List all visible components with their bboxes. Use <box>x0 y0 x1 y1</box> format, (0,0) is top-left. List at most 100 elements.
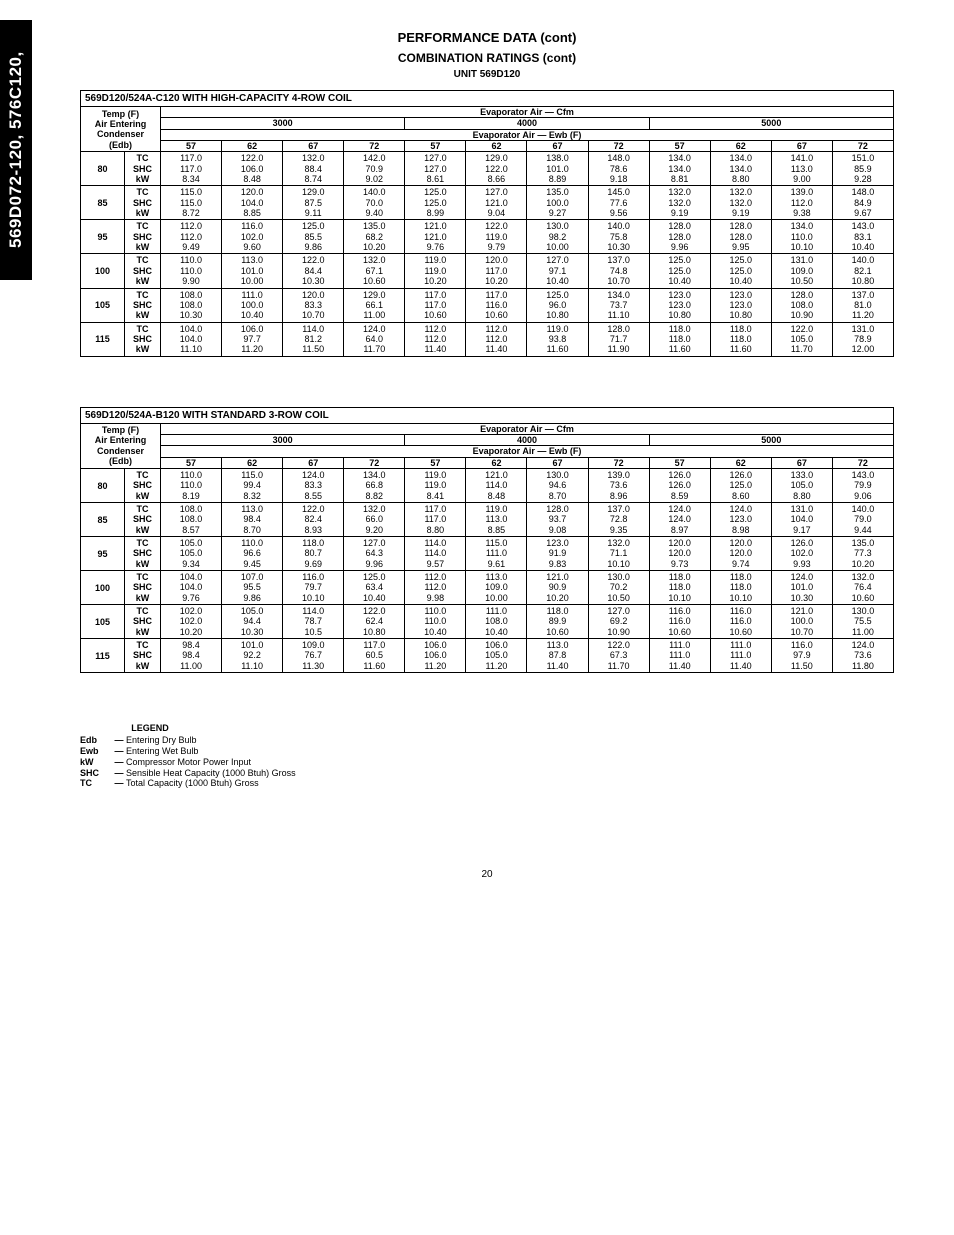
data-cell: 128.0 <box>710 232 771 242</box>
data-cell: 85.5 <box>283 232 344 242</box>
data-cell: 9.98 <box>405 593 466 605</box>
temp-cell: 105 <box>81 288 125 322</box>
data-cell: 11.40 <box>405 344 466 356</box>
data-cell: 8.48 <box>466 491 527 503</box>
data-cell: 124.0 <box>283 468 344 480</box>
hdr-ewb-val: 57 <box>161 457 222 468</box>
data-cell: 10.40 <box>222 310 283 322</box>
data-row: SHC108.0100.083.366.1117.0116.096.073.71… <box>81 300 894 310</box>
data-cell: 140.0 <box>832 254 893 266</box>
data-cell: 8.61 <box>405 174 466 186</box>
data-cell: 11.00 <box>161 661 222 673</box>
data-cell: 9.95 <box>710 242 771 254</box>
data-cell: 120.0 <box>283 288 344 300</box>
data-cell: 8.48 <box>222 174 283 186</box>
data-cell: 11.30 <box>283 661 344 673</box>
data-cell: 11.10 <box>161 344 222 356</box>
data-cell: 10.10 <box>771 242 832 254</box>
metric-cell: SHC <box>125 548 161 558</box>
data-cell: 9.02 <box>344 174 405 186</box>
data-row: kW11.0011.1011.3011.6011.2011.2011.4011.… <box>81 661 894 673</box>
data-cell: 9.86 <box>283 242 344 254</box>
data-cell: 117.0 <box>344 639 405 651</box>
data-cell: 8.85 <box>466 525 527 537</box>
data-cell: 8.34 <box>161 174 222 186</box>
data-cell: 102.0 <box>771 548 832 558</box>
data-cell: 8.81 <box>649 174 710 186</box>
data-cell: 11.90 <box>588 344 649 356</box>
temp-cell: 100 <box>81 571 125 605</box>
data-cell: 94.6 <box>527 480 588 490</box>
data-cell: 69.2 <box>588 616 649 626</box>
data-cell: 123.0 <box>649 300 710 310</box>
metric-cell: kW <box>125 344 161 356</box>
data-cell: 102.0 <box>161 616 222 626</box>
data-cell: 10.70 <box>588 276 649 288</box>
data-row: SHC104.095.579.763.4112.0109.090.970.211… <box>81 582 894 592</box>
hdr-ewb-val: 72 <box>344 457 405 468</box>
metric-cell: TC <box>125 502 161 514</box>
data-cell: 114.0 <box>466 480 527 490</box>
data-cell: 66.0 <box>344 514 405 524</box>
data-cell: 137.0 <box>588 254 649 266</box>
data-row: SHC98.492.276.760.5106.0105.087.867.3111… <box>81 650 894 660</box>
data-cell: 8.85 <box>222 208 283 220</box>
data-cell: 125.0 <box>710 480 771 490</box>
page-content: PERFORMANCE DATA (cont) COMBINATION RATI… <box>0 0 954 920</box>
data-cell: 132.0 <box>710 198 771 208</box>
data-cell: 77.6 <box>588 198 649 208</box>
data-cell: 100.0 <box>771 616 832 626</box>
data-cell: 10.50 <box>588 593 649 605</box>
metric-cell: SHC <box>125 232 161 242</box>
data-cell: 119.0 <box>466 232 527 242</box>
data-cell: 94.4 <box>222 616 283 626</box>
data-cell: 135.0 <box>527 186 588 198</box>
data-cell: 145.0 <box>588 186 649 198</box>
data-cell: 132.0 <box>649 198 710 208</box>
data-cell: 119.0 <box>466 502 527 514</box>
data-cell: 11.70 <box>771 344 832 356</box>
data-cell: 72.8 <box>588 514 649 524</box>
data-cell: 130.0 <box>527 220 588 232</box>
data-cell: 91.9 <box>527 548 588 558</box>
data-cell: 124.0 <box>771 571 832 583</box>
data-cell: 9.11 <box>283 208 344 220</box>
data-cell: 108.0 <box>161 300 222 310</box>
data-cell: 134.0 <box>344 468 405 480</box>
data-cell: 132.0 <box>710 186 771 198</box>
hdr-ewb-val: 62 <box>710 141 771 152</box>
legend-dash: — <box>112 778 126 788</box>
data-cell: 125.0 <box>405 186 466 198</box>
data-cell: 137.0 <box>588 502 649 514</box>
metric-cell: TC <box>125 186 161 198</box>
data-cell: 10.80 <box>710 310 771 322</box>
data-cell: 110.0 <box>161 266 222 276</box>
data-cell: 111.0 <box>649 650 710 660</box>
hdr-evap-ewb: Evaporator Air — Ewb (F) <box>161 129 894 140</box>
data-cell: 118.0 <box>710 571 771 583</box>
data-cell: 119.0 <box>405 254 466 266</box>
data-cell: 10.70 <box>283 310 344 322</box>
data-cell: 110.0 <box>405 605 466 617</box>
data-cell: 111.0 <box>222 288 283 300</box>
data-cell: 104.0 <box>161 334 222 344</box>
data-cell: 11.00 <box>832 627 893 639</box>
data-cell: 118.0 <box>527 605 588 617</box>
data-cell: 11.20 <box>405 661 466 673</box>
data-cell: 110.0 <box>161 254 222 266</box>
data-cell: 108.0 <box>161 288 222 300</box>
data-cell: 10.80 <box>832 276 893 288</box>
data-cell: 127.0 <box>405 152 466 164</box>
data-cell: 128.0 <box>649 232 710 242</box>
metric-cell: SHC <box>125 650 161 660</box>
data-row: 95TC112.0116.0125.0135.0121.0122.0130.01… <box>81 220 894 232</box>
data-cell: 10.60 <box>710 627 771 639</box>
data-cell: 111.0 <box>466 548 527 558</box>
data-cell: 10.70 <box>771 627 832 639</box>
data-cell: 124.0 <box>344 322 405 334</box>
data-cell: 63.4 <box>344 582 405 592</box>
data-cell: 11.60 <box>710 344 771 356</box>
data-cell: 8.66 <box>466 174 527 186</box>
data-row: kW8.198.328.558.828.418.488.708.968.598.… <box>81 491 894 503</box>
data-row: SHC115.0104.087.570.0125.0121.0100.077.6… <box>81 198 894 208</box>
